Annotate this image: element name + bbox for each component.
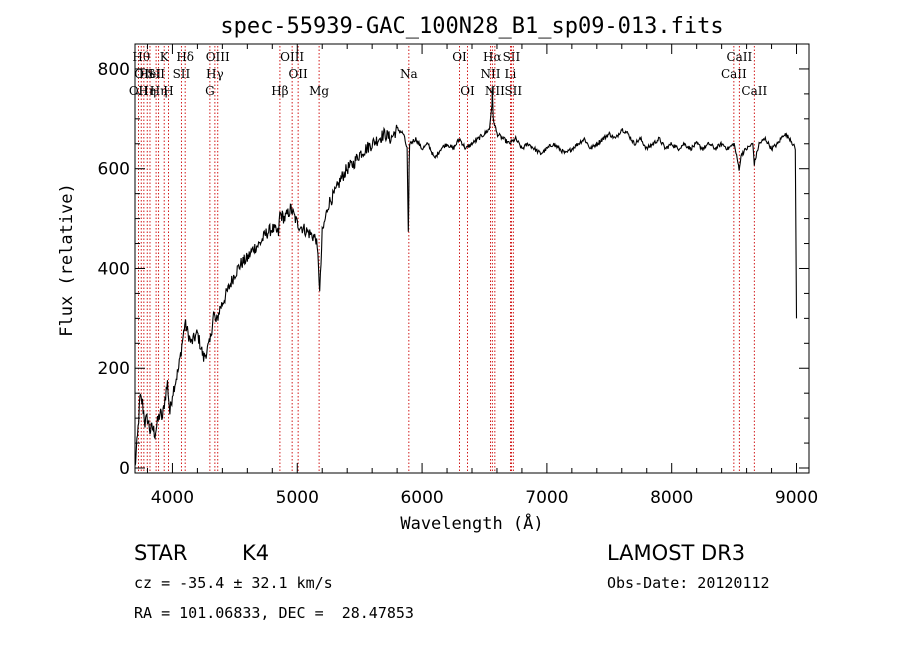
line-markers: OIIHθOIIHηHeISIIHηKHHδSIIGHγOIIIHβOIIIOI… <box>129 46 767 473</box>
line-marker-label: Hθ <box>132 50 150 64</box>
line-marker-label: OIII <box>206 50 230 64</box>
line-marker-label: Hδ <box>176 50 194 64</box>
x-tick-label: 5000 <box>276 488 319 508</box>
y-tick-label: 600 <box>98 160 130 180</box>
line-marker-label: OI <box>460 84 475 98</box>
line-marker-label: NII <box>480 67 500 81</box>
x-tick-label: 4000 <box>151 488 194 508</box>
line-marker-label: H <box>163 84 173 98</box>
chart-title: spec-55939-GAC_100N28_B1_sp09-013.fits <box>220 14 723 39</box>
x-axis-label: Wavelength (Å) <box>400 512 543 534</box>
line-marker-label: K <box>160 50 170 64</box>
line-marker-label: OIII <box>280 50 304 64</box>
line-marker-label: Hα <box>483 50 502 64</box>
line-marker-label: SII <box>173 67 191 81</box>
line-marker-label: G <box>205 84 215 98</box>
axis-ticks: 4000 5000 6000 7000 8000 9000 0 200 400 600 800 <box>98 44 818 508</box>
line-marker-label: CaII <box>721 67 747 81</box>
line-marker-label: Hη <box>150 84 168 98</box>
line-marker-label: Hβ <box>271 84 288 98</box>
line-marker-label: Mg <box>309 84 329 98</box>
object-subclass: K4 <box>242 541 270 565</box>
plot-frame <box>134 43 810 474</box>
line-marker-label: NII <box>485 84 505 98</box>
line-marker-label: CaII <box>726 50 752 64</box>
line-marker-label: OII <box>129 84 149 98</box>
y-tick-label: 0 <box>119 459 130 479</box>
line-marker-label: OII <box>134 67 154 81</box>
x-tick-label: 9000 <box>775 488 818 508</box>
x-tick-label: 8000 <box>650 488 693 508</box>
line-marker-label: SII <box>504 84 522 98</box>
line-marker-label: SII <box>503 50 521 64</box>
line-marker-label: SII <box>147 67 165 81</box>
redshift-info: cz = -35.4 ± 32.1 km/s <box>134 574 333 592</box>
line-marker-label: CaII <box>741 84 767 98</box>
spectrum-series <box>134 86 798 466</box>
survey-name: LAMOST DR3 <box>607 541 746 565</box>
object-class: STAR <box>134 541 188 565</box>
line-marker-label: OII <box>288 67 308 81</box>
coordinates: RA = 101.06833, DEC = 28.47853 <box>134 604 414 622</box>
y-axis-label: Flux (relative) <box>57 183 77 337</box>
x-tick-label: 6000 <box>400 488 443 508</box>
line-marker-label: OI <box>452 50 467 64</box>
line-marker-label: Li <box>505 67 517 81</box>
observation-date: Obs-Date: 20120112 <box>607 574 770 592</box>
x-tick-label: 7000 <box>525 488 568 508</box>
line-marker-label: Hγ <box>206 67 224 81</box>
y-tick-label: 200 <box>98 359 130 379</box>
y-tick-label: 400 <box>98 259 130 279</box>
spectrum-line <box>134 86 798 466</box>
y-tick-label: 800 <box>98 60 130 80</box>
line-marker-label: Hη <box>138 84 156 98</box>
line-marker-label: Na <box>400 67 418 81</box>
